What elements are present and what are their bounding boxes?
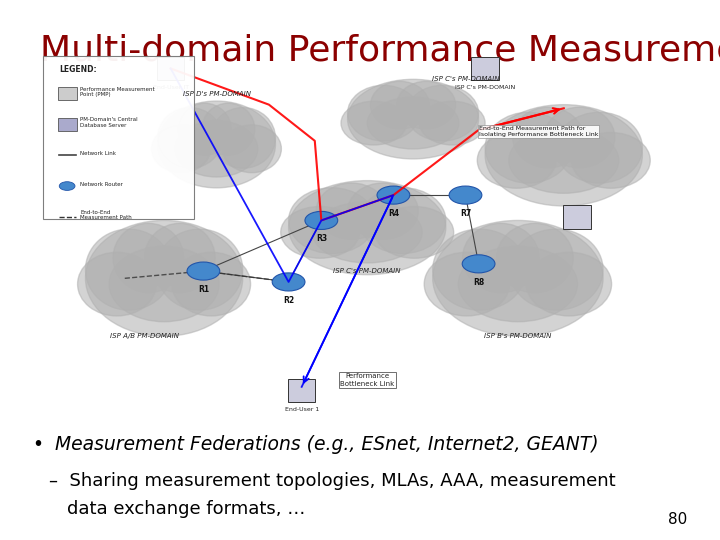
FancyBboxPatch shape — [157, 57, 184, 80]
Ellipse shape — [172, 252, 251, 316]
Text: –  Sharing measurement topologies, MLAs, AAA, measurement: – Sharing measurement topologies, MLAs, … — [49, 472, 616, 490]
Ellipse shape — [348, 79, 479, 159]
FancyBboxPatch shape — [58, 118, 77, 131]
Text: End-User 1: End-User 1 — [284, 407, 319, 412]
FancyBboxPatch shape — [43, 56, 194, 219]
Ellipse shape — [433, 220, 603, 336]
Ellipse shape — [211, 107, 276, 168]
Text: Network Link: Network Link — [80, 151, 116, 156]
Text: ISP A/B PM-DOMAIN: ISP A/B PM-DOMAIN — [110, 333, 179, 339]
Ellipse shape — [289, 188, 375, 254]
Text: Measurement Federations (e.g., ESnet, Internet2, GEANT): Measurement Federations (e.g., ESnet, In… — [55, 435, 599, 454]
Ellipse shape — [341, 101, 407, 145]
Ellipse shape — [156, 229, 243, 310]
Ellipse shape — [556, 112, 642, 183]
Circle shape — [59, 182, 75, 191]
Text: Multi-domain Performance Measurement: Multi-domain Performance Measurement — [40, 33, 720, 68]
Ellipse shape — [289, 180, 446, 275]
Ellipse shape — [572, 132, 650, 188]
Ellipse shape — [113, 224, 184, 293]
Text: Network Router: Network Router — [80, 182, 123, 187]
Ellipse shape — [462, 224, 539, 293]
Ellipse shape — [420, 101, 485, 145]
Text: data exchange formats, …: data exchange formats, … — [67, 500, 305, 517]
Text: Performance Measurement
Point (PMP): Performance Measurement Point (PMP) — [80, 86, 155, 97]
FancyBboxPatch shape — [563, 205, 590, 229]
Text: ISP D's PM-DOMAIN: ISP D's PM-DOMAIN — [182, 91, 251, 97]
Ellipse shape — [497, 224, 573, 293]
Circle shape — [305, 211, 338, 230]
Ellipse shape — [178, 103, 231, 156]
Ellipse shape — [158, 101, 276, 188]
Ellipse shape — [145, 224, 215, 293]
Ellipse shape — [222, 125, 282, 173]
Ellipse shape — [433, 229, 526, 310]
Circle shape — [449, 186, 482, 204]
Text: R4: R4 — [388, 209, 399, 218]
Text: PM-Domain's Central
Database Server: PM-Domain's Central Database Server — [80, 117, 138, 128]
Ellipse shape — [109, 246, 219, 322]
Ellipse shape — [485, 112, 572, 183]
FancyBboxPatch shape — [288, 379, 315, 402]
Ellipse shape — [509, 229, 603, 310]
Ellipse shape — [348, 183, 418, 239]
Circle shape — [272, 273, 305, 291]
Ellipse shape — [367, 97, 459, 149]
Ellipse shape — [86, 229, 172, 310]
Text: End-User IT: End-User IT — [153, 85, 189, 90]
Ellipse shape — [86, 220, 243, 336]
Circle shape — [187, 262, 220, 280]
Text: ISP C's PM-DOMAIN: ISP C's PM-DOMAIN — [455, 85, 516, 90]
Ellipse shape — [485, 105, 642, 206]
Text: 80: 80 — [668, 511, 688, 526]
Text: ISP B's PM-DOMAIN: ISP B's PM-DOMAIN — [485, 333, 552, 339]
Text: •: • — [32, 435, 43, 454]
Ellipse shape — [544, 107, 615, 168]
Ellipse shape — [371, 82, 429, 129]
Circle shape — [462, 255, 495, 273]
Ellipse shape — [526, 252, 611, 316]
Text: Performance
Bottleneck Link: Performance Bottleneck Link — [340, 373, 395, 387]
Ellipse shape — [316, 183, 387, 239]
FancyBboxPatch shape — [58, 87, 77, 100]
Ellipse shape — [424, 252, 509, 316]
Text: End-to-End
Measurement Path: End-to-End Measurement Path — [80, 210, 132, 220]
Text: R2: R2 — [283, 296, 294, 305]
Text: End-to-End Measurement Path for
Isolating Performance Bottleneck Link: End-to-End Measurement Path for Isolatin… — [479, 126, 598, 137]
Text: LEGEND:: LEGEND: — [59, 65, 97, 74]
Ellipse shape — [513, 107, 583, 168]
Text: R1: R1 — [198, 285, 209, 294]
Ellipse shape — [202, 103, 255, 156]
Text: R8: R8 — [473, 278, 485, 287]
Ellipse shape — [158, 107, 222, 168]
Ellipse shape — [175, 120, 258, 177]
Ellipse shape — [359, 188, 446, 254]
Ellipse shape — [407, 85, 479, 141]
Circle shape — [377, 186, 410, 204]
Text: ISP C's PM-DOMAIN: ISP C's PM-DOMAIN — [432, 76, 499, 82]
FancyBboxPatch shape — [472, 57, 499, 80]
Ellipse shape — [397, 82, 456, 129]
Ellipse shape — [78, 252, 156, 316]
Ellipse shape — [152, 125, 211, 173]
Ellipse shape — [281, 206, 359, 258]
Ellipse shape — [312, 202, 422, 263]
Ellipse shape — [375, 206, 454, 258]
Ellipse shape — [477, 132, 556, 188]
Ellipse shape — [458, 246, 577, 322]
Text: R7: R7 — [460, 209, 471, 218]
Text: ISP C's PM-DOMAIN: ISP C's PM-DOMAIN — [333, 268, 401, 274]
Ellipse shape — [348, 85, 420, 141]
Text: R3: R3 — [316, 234, 327, 243]
Ellipse shape — [509, 127, 618, 193]
